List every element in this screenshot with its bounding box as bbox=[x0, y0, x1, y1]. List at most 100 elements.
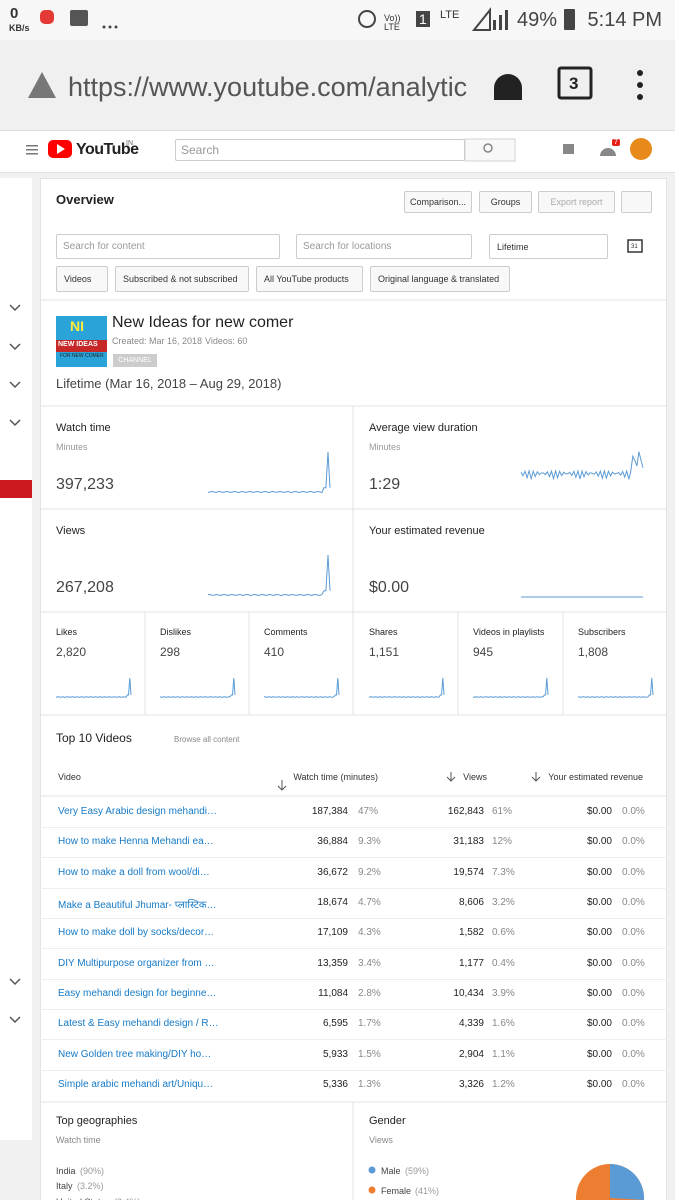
video-title[interactable]: Latest & Easy mehandi design / R… bbox=[58, 1018, 219, 1030]
watch-pct: 3.4% bbox=[358, 957, 381, 969]
watch-pct: 1.3% bbox=[358, 1079, 381, 1091]
period-select: Lifetime bbox=[489, 234, 608, 259]
revenue: $0.00 bbox=[586, 897, 612, 909]
views-pct: 1.6% bbox=[492, 1018, 515, 1030]
geo-name: Italy bbox=[56, 1181, 73, 1192]
toolbar-button[interactable]: Groups bbox=[479, 191, 532, 213]
revenue: $0.00 bbox=[586, 866, 612, 878]
watch-pct: 4.3% bbox=[358, 927, 381, 939]
network: LTE bbox=[440, 9, 460, 22]
video-title[interactable]: DIY Multipurpose organizer from … bbox=[58, 957, 215, 969]
views-pct: 3.9% bbox=[492, 988, 515, 1000]
col-watch: Watch time (minutes) bbox=[293, 771, 378, 782]
volte: Vo)) LTE bbox=[384, 12, 401, 32]
video-title[interactable]: How to make a doll from wool/di… bbox=[58, 866, 210, 878]
metric-value: 397,233 bbox=[56, 476, 114, 494]
video-title[interactable]: How to make Henna Mehandi ea… bbox=[58, 836, 214, 848]
sparkline bbox=[207, 451, 331, 494]
search-locations: Search for locations bbox=[296, 234, 472, 259]
revenue: $0.00 bbox=[586, 988, 612, 1000]
sim: 1 bbox=[416, 10, 430, 27]
url: https://www.youtube.com/analytic bbox=[68, 71, 468, 102]
revenue: $0.00 bbox=[586, 927, 612, 939]
browse-link: Browse all content bbox=[174, 735, 240, 745]
video-title[interactable]: Very Easy Arabic design mehandi… bbox=[58, 806, 217, 817]
col-revenue: Your estimated revenue bbox=[548, 771, 643, 782]
metric-label: Watch time bbox=[56, 422, 111, 435]
views: 2,904 bbox=[458, 1048, 484, 1060]
views-pct: 12% bbox=[492, 836, 513, 848]
filter-button[interactable]: Videos bbox=[56, 266, 108, 292]
video-title[interactable]: Easy mehandi design for beginne… bbox=[58, 988, 217, 1000]
geo-name: India bbox=[56, 1165, 76, 1176]
views-pct: 0.4% bbox=[492, 957, 515, 969]
filter-button[interactable]: Subscribed & not subscribed bbox=[115, 266, 249, 292]
small-metric-label: Dislikes bbox=[160, 626, 192, 637]
video-title[interactable]: New Golden tree making/DIY ho… bbox=[58, 1048, 212, 1060]
metric-unit: Minutes bbox=[56, 441, 88, 452]
watch-time: 36,884 bbox=[317, 836, 348, 848]
sidebar-active bbox=[0, 480, 32, 498]
views-pct: 1.2% bbox=[492, 1079, 515, 1091]
small-metric-value: 2,820 bbox=[56, 644, 87, 659]
views-pct: 3.2% bbox=[492, 897, 515, 909]
sparkline bbox=[159, 677, 236, 698]
channel-videos: Videos: 60 bbox=[205, 335, 248, 346]
date-range: Lifetime (Mar 16, 2018 – Aug 29, 2018) bbox=[56, 376, 282, 392]
sparkline bbox=[577, 677, 654, 698]
small-metric-value: 298 bbox=[160, 644, 181, 659]
views: 19,574 bbox=[453, 866, 484, 878]
video-title[interactable]: Simple arabic mehandi art/Uniqu… bbox=[58, 1079, 214, 1091]
revenue-pct: 0.0% bbox=[622, 897, 645, 909]
watch-time: 13,359 bbox=[317, 957, 348, 969]
revenue: $0.00 bbox=[586, 806, 612, 817]
calendar-day: 31 bbox=[631, 244, 638, 251]
row-divider bbox=[40, 887, 667, 889]
geo-name: United States bbox=[56, 1197, 110, 1200]
toolbar-button[interactable]: Export report bbox=[538, 191, 615, 213]
sparkline bbox=[55, 677, 132, 698]
watch-time: 17,109 bbox=[317, 927, 348, 939]
watch-time: 18,674 bbox=[317, 897, 348, 909]
channel-created: Created: Mar 16, 2018 bbox=[112, 335, 203, 346]
geo-pct: (2.4%) bbox=[114, 1197, 141, 1200]
views-pct: 1.1% bbox=[492, 1048, 515, 1060]
small-metric-value: 945 bbox=[473, 644, 494, 659]
watch-time: 5,933 bbox=[322, 1048, 348, 1060]
row-divider bbox=[40, 827, 667, 828]
sparkline bbox=[208, 554, 331, 597]
row-divider bbox=[40, 857, 667, 859]
watch-time: 6,595 bbox=[322, 1018, 348, 1030]
status-bar bbox=[0, 0, 675, 40]
geo-pct: (90%) bbox=[80, 1165, 105, 1176]
revenue-pct: 0.0% bbox=[622, 927, 645, 939]
sparkline bbox=[472, 677, 549, 698]
sparkline bbox=[520, 451, 644, 481]
metric-value: $0.00 bbox=[369, 579, 410, 597]
row-divider bbox=[40, 1009, 667, 1011]
net-unit: KB/s bbox=[9, 22, 30, 33]
watch-pct: 2.8% bbox=[358, 988, 381, 1000]
metric-label: Views bbox=[56, 525, 86, 538]
gender-name: Male bbox=[381, 1165, 401, 1176]
revenue-pct: 0.0% bbox=[622, 988, 645, 1000]
metric-label: Your estimated revenue bbox=[369, 525, 485, 538]
revenue: $0.00 bbox=[586, 1018, 612, 1030]
views: 4,339 bbox=[458, 1018, 484, 1030]
small-metric-label: Likes bbox=[56, 626, 78, 637]
video-title[interactable]: Make a Beautiful Jhumar- प्लास्टिक… bbox=[58, 900, 217, 912]
filter-button[interactable]: All YouTube products bbox=[256, 266, 363, 292]
logo-bottom: FOR NEW COMER bbox=[60, 353, 104, 359]
time: 5:14 PM bbox=[587, 9, 662, 31]
filter-button[interactable]: Original language & translated bbox=[370, 266, 510, 292]
small-metric-value: 1,151 bbox=[369, 644, 400, 659]
col-video: Video bbox=[58, 771, 81, 782]
toolbar-button[interactable]: Comparison... bbox=[404, 191, 472, 213]
gender-subtitle: Views bbox=[369, 1134, 393, 1145]
watch-pct: 1.7% bbox=[358, 1018, 381, 1030]
revenue-pct: 0.0% bbox=[622, 806, 645, 817]
small-metric-value: 410 bbox=[264, 644, 285, 659]
video-title[interactable]: How to make doll by socks/decor… bbox=[58, 927, 215, 939]
